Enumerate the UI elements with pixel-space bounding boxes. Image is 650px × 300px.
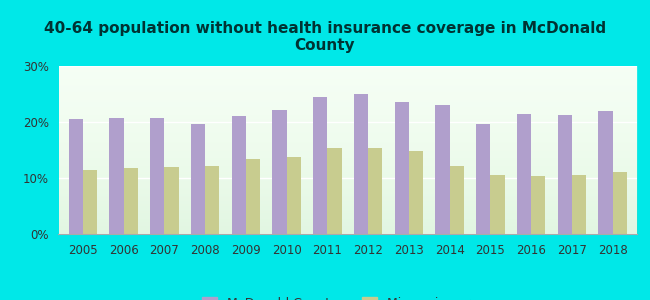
Bar	[490, 175, 504, 234]
Bar	[476, 124, 490, 234]
Bar	[368, 148, 382, 234]
Bar	[517, 114, 531, 234]
Bar	[287, 157, 301, 234]
Bar	[246, 159, 260, 234]
Bar	[231, 116, 246, 234]
Legend: McDonald County, Missouri average: McDonald County, Missouri average	[196, 292, 499, 300]
Bar	[531, 176, 545, 234]
Bar	[354, 94, 368, 234]
Bar	[205, 166, 220, 234]
Bar	[612, 172, 627, 234]
Bar	[83, 169, 98, 234]
Bar	[395, 102, 409, 234]
Bar	[150, 118, 164, 234]
Bar	[450, 166, 464, 234]
Bar	[191, 124, 205, 234]
Bar	[272, 110, 287, 234]
Bar	[69, 119, 83, 234]
Bar	[109, 118, 124, 234]
Bar	[328, 148, 342, 234]
Bar	[572, 175, 586, 234]
Bar	[313, 97, 328, 234]
Bar	[436, 105, 450, 234]
Bar	[409, 151, 423, 234]
Bar	[124, 169, 138, 234]
Text: 40-64 population without health insurance coverage in McDonald
County: 40-64 population without health insuranc…	[44, 21, 606, 53]
Bar	[598, 111, 612, 234]
Bar	[558, 115, 572, 234]
Bar	[164, 167, 179, 234]
